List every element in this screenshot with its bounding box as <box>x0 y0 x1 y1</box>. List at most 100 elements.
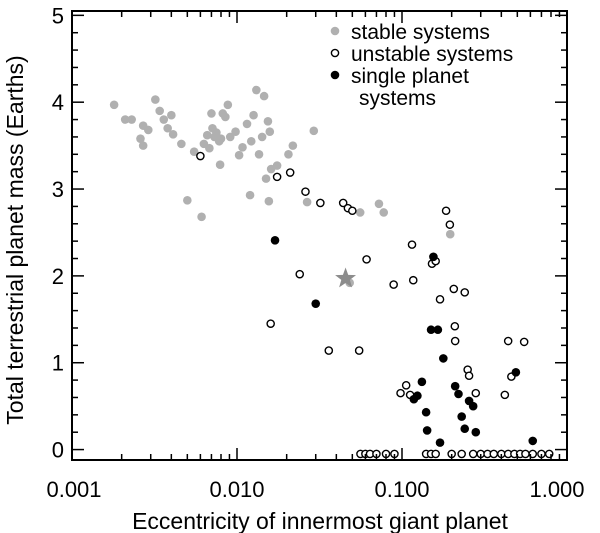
stable-point <box>163 123 172 133</box>
unstable-point <box>435 295 445 304</box>
unstable-point <box>441 206 451 216</box>
stable-point <box>252 85 261 95</box>
unstable-point <box>316 198 325 208</box>
stable-point <box>225 132 235 142</box>
y-tick-label: 5 <box>52 3 64 28</box>
stable-point <box>254 149 264 159</box>
y-tick-label: 0 <box>52 438 64 463</box>
data-marks <box>109 85 554 459</box>
stable-point <box>205 143 214 153</box>
unstable-point <box>471 388 481 398</box>
stable-point <box>231 127 240 137</box>
stable-point <box>183 196 192 205</box>
stable-point <box>189 147 199 156</box>
unstable-point <box>464 371 474 381</box>
x-tick-label: 1.000 <box>529 477 584 502</box>
highlight-star-marker <box>335 267 357 288</box>
stable-point <box>309 126 319 136</box>
unstable-point <box>301 187 310 196</box>
plot-frame <box>71 10 568 461</box>
single-point <box>457 412 466 421</box>
unstable-point <box>338 198 348 208</box>
unstable-point <box>324 346 334 355</box>
x-axis-title: Eccentricity of innermost giant planet <box>132 508 508 533</box>
stable-point <box>261 174 271 183</box>
stable-point <box>288 141 298 150</box>
unstable-point <box>445 220 455 229</box>
single-point <box>511 367 521 377</box>
unstable-point <box>196 151 205 161</box>
x-tick-label: 0.001 <box>46 477 101 502</box>
unstable-point <box>460 288 470 297</box>
unstable-point <box>266 319 275 328</box>
unstable-point <box>500 390 510 400</box>
stable-point <box>207 109 216 118</box>
unstable-point <box>450 336 460 346</box>
stable-point <box>234 150 244 160</box>
single-point <box>468 401 478 411</box>
legend-label: unstable systems <box>351 43 513 66</box>
unstable-point <box>354 346 364 355</box>
single-point <box>454 389 463 399</box>
stable-point <box>151 95 160 104</box>
unstable-point <box>519 337 529 347</box>
stable-point <box>355 208 365 217</box>
unstable-point <box>431 449 440 459</box>
unstable-point <box>285 168 295 177</box>
y-tick-label: 3 <box>52 177 64 202</box>
single-point <box>439 354 448 363</box>
stable-point <box>159 115 169 124</box>
stable-point <box>302 197 312 207</box>
stable-point <box>168 130 178 139</box>
legend-marker <box>330 26 340 36</box>
stable-point <box>238 143 247 152</box>
legend-label: single planet <box>351 65 469 88</box>
stable-point <box>221 112 230 122</box>
single-point <box>417 377 427 387</box>
unstable-point <box>362 255 371 264</box>
stable-point <box>167 110 176 120</box>
stable-point <box>136 134 145 143</box>
unstable-point <box>348 206 357 216</box>
x-tick-label: 0.100 <box>374 477 429 502</box>
stable-point <box>265 127 275 137</box>
single-point <box>311 299 321 308</box>
stable-point <box>127 115 136 124</box>
single-point <box>460 424 470 434</box>
axis-ticks: 0.001 0.010 0.100 1.000 0 1 2 3 4 5 <box>46 3 584 502</box>
stable-point <box>155 106 164 116</box>
stable-point <box>197 212 206 222</box>
single-point <box>422 426 432 435</box>
single-point <box>421 407 431 417</box>
unstable-point <box>503 336 513 346</box>
stable-point <box>177 139 186 149</box>
unstable-point <box>489 449 499 459</box>
stable-point <box>223 100 233 110</box>
unstable-point <box>521 449 530 459</box>
single-point <box>429 252 438 262</box>
stable-point <box>257 132 267 142</box>
stable-point <box>264 196 274 206</box>
single-point <box>528 436 538 446</box>
single-point <box>435 438 445 447</box>
unstable-point <box>272 172 282 182</box>
stable-point <box>212 128 221 137</box>
stable-point <box>138 141 148 150</box>
stable-point <box>272 161 282 170</box>
stable-point <box>202 130 212 140</box>
x-tick-label: 0.010 <box>209 477 264 502</box>
unstable-point <box>407 240 417 249</box>
unstable-point <box>295 269 305 279</box>
legend-label: systems <box>359 87 436 110</box>
stable-point <box>263 116 273 126</box>
single-point <box>413 391 422 401</box>
stable-point <box>120 115 130 124</box>
stable-point <box>249 110 258 120</box>
unstable-point <box>389 280 398 289</box>
legend-marker <box>330 70 340 80</box>
y-axis-title: Total terrestrial planet mass (Earths) <box>2 55 28 424</box>
stable-point <box>284 149 293 159</box>
y-tick-label: 4 <box>52 90 64 115</box>
single-point <box>450 381 460 391</box>
